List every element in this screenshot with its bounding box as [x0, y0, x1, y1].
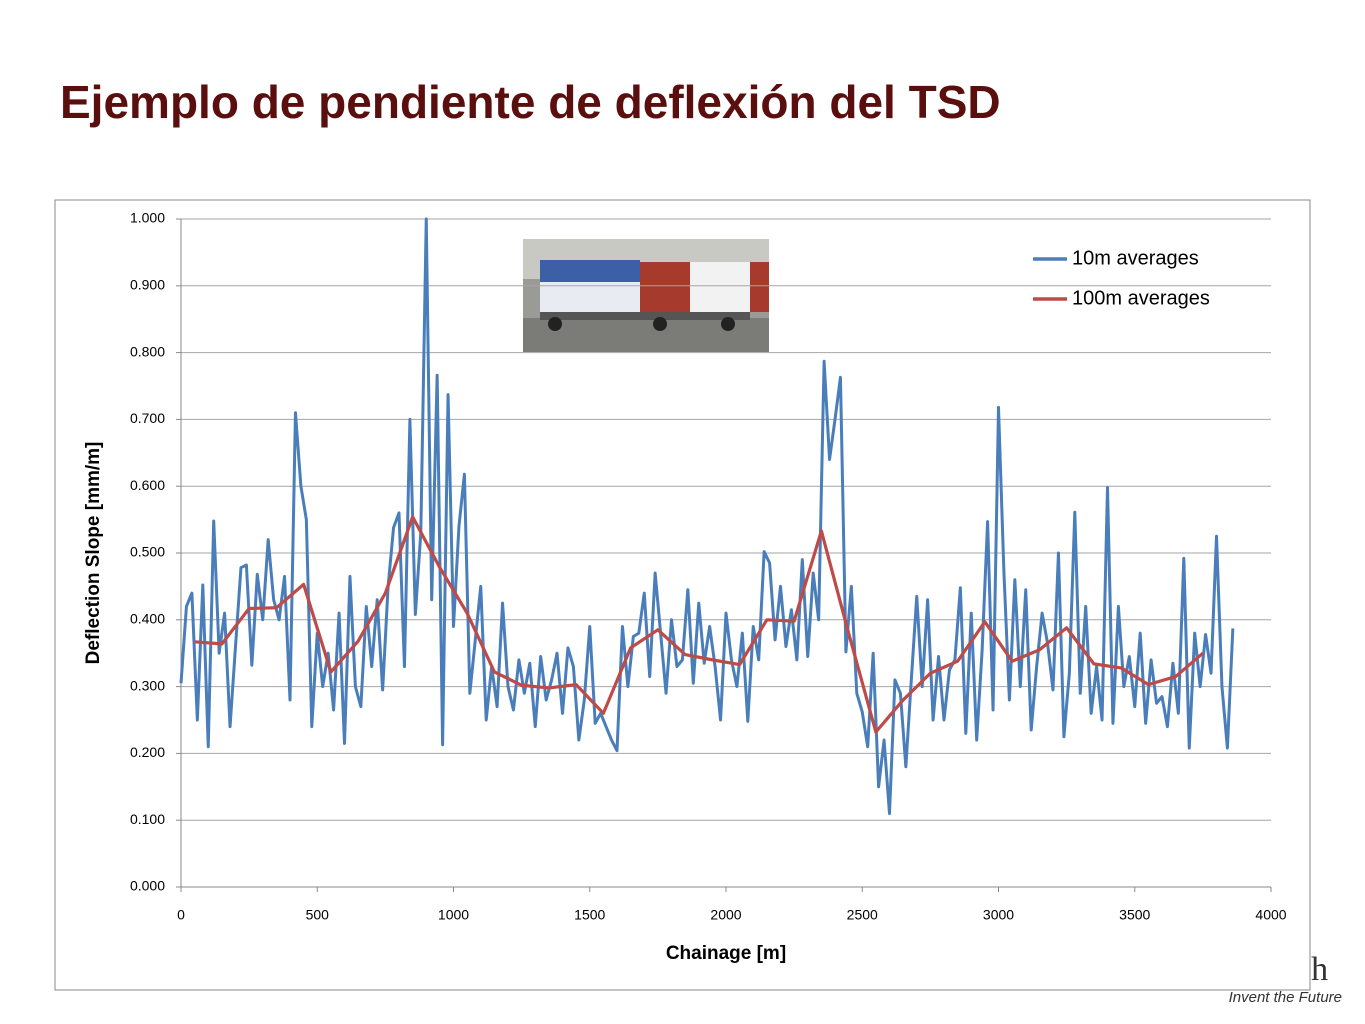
y-tick-label: 1.000 [130, 210, 165, 226]
x-tick-label: 2500 [847, 907, 878, 923]
legend-label: 10m averages [1072, 247, 1199, 269]
series-line [179, 217, 1235, 816]
y-tick-label: 0.100 [130, 811, 165, 827]
y-tick-label: 0.400 [130, 611, 165, 627]
x-tick-label: 3500 [1119, 907, 1150, 923]
x-tick-label: 4000 [1255, 907, 1286, 923]
y-tick-label: 0.900 [130, 277, 165, 293]
y-tick-label: 0.200 [130, 744, 165, 760]
tagline: Invent the Future [1229, 989, 1342, 1006]
x-tick-label: 1500 [574, 907, 605, 923]
y-tick-label: 0.000 [130, 878, 165, 894]
x-tick-label: 1000 [438, 907, 469, 923]
y-axis-title: Deflection Slope [mm/m] [83, 442, 104, 665]
x-tick-label: 500 [306, 907, 330, 923]
series-line [194, 515, 1204, 734]
y-tick-label: 0.800 [130, 343, 165, 359]
slide-title: Ejemplo de pendiente de deflexión del TS… [60, 76, 1001, 128]
x-axis-title: Chainage [m] [666, 943, 786, 964]
x-tick-label: 3000 [983, 907, 1014, 923]
y-tick-label: 0.300 [130, 677, 165, 693]
y-tick-label: 0.700 [130, 410, 165, 426]
truck-photo [523, 239, 769, 352]
y-tick-label: 0.500 [130, 544, 165, 560]
legend-label: 100m averages [1072, 287, 1210, 309]
x-tick-label: 0 [177, 907, 185, 923]
x-tick-label: 2000 [710, 907, 741, 923]
y-tick-label: 0.600 [130, 477, 165, 493]
